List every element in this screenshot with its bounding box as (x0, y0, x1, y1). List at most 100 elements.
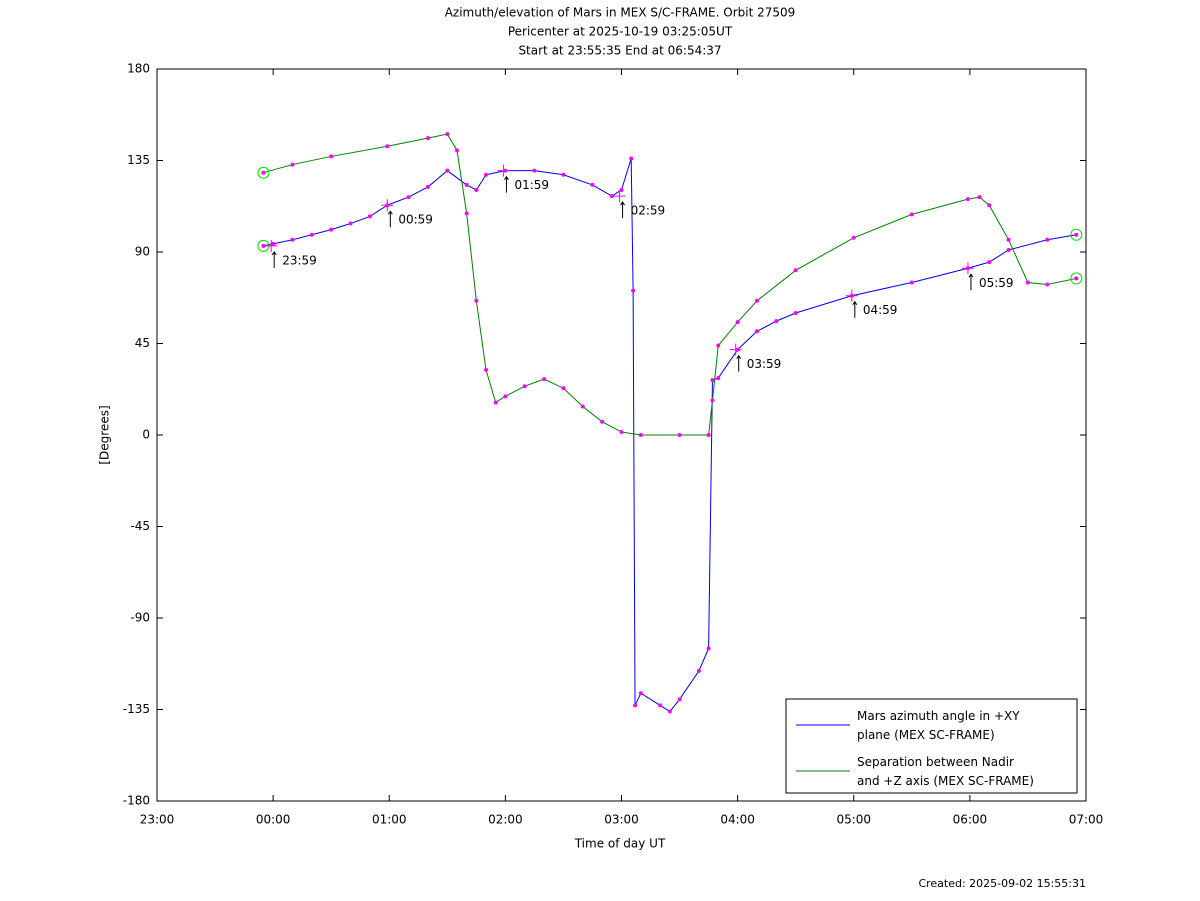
data-point (484, 367, 489, 372)
y-tick-label: -90 (130, 611, 150, 625)
data-point (445, 132, 450, 137)
data-point (710, 378, 715, 383)
annotation-marker (729, 343, 742, 356)
x-tick-label: 23:00 (140, 813, 175, 827)
legend-line: Separation between Nadir (857, 755, 1014, 769)
data-point (633, 703, 638, 708)
data-point (619, 187, 624, 192)
data-point (706, 646, 711, 651)
annotation-label: 02:59 (631, 204, 666, 218)
data-point (290, 162, 295, 167)
data-point (348, 221, 353, 226)
data-point (965, 197, 970, 202)
annotation-label: 23:59 (282, 253, 317, 267)
data-point (493, 400, 498, 405)
annotation-marker (845, 289, 858, 302)
data-point (309, 232, 314, 237)
series-line (263, 158, 1077, 713)
data-point (474, 298, 479, 303)
data-point (1006, 247, 1011, 252)
data-point (977, 195, 982, 200)
data-point (774, 319, 779, 324)
x-tick-label: 00:00 (256, 813, 291, 827)
data-point (561, 172, 566, 177)
data-point (851, 235, 856, 240)
x-tick-label: 06:00 (953, 813, 988, 827)
data-point (261, 170, 266, 175)
y-axis-label: [Degrees] (98, 405, 112, 464)
data-point (261, 243, 266, 248)
chart-title: Azimuth/elevation of Mars in MEX S/C-FRA… (445, 6, 796, 20)
data-point (1006, 237, 1011, 242)
annotation-arrow (387, 210, 393, 228)
data-point (793, 311, 798, 315)
data-point (503, 394, 508, 399)
annotation-arrow (620, 201, 625, 219)
data-point (464, 211, 469, 216)
y-tick-label: 135 (127, 153, 150, 167)
data-point (590, 182, 595, 187)
y-tick-label: 180 (127, 62, 150, 76)
data-point (385, 144, 390, 149)
legend: Mars azimuth angle in +XY plane (MEX SC-F… (785, 698, 1078, 794)
data-point (638, 691, 643, 696)
data-point (542, 377, 547, 382)
data-point (609, 194, 614, 199)
annotation-marker (961, 262, 974, 275)
legend-line: and +Z axis (MEX SC-FRAME) (857, 774, 1034, 788)
y-tick-label: 0 (142, 428, 150, 442)
data-point (677, 697, 682, 702)
annotation-marker (613, 190, 626, 203)
data-point (522, 384, 527, 389)
y-tick-label: 90 (135, 245, 150, 259)
data-point (696, 668, 701, 673)
endpoint-marker (1070, 228, 1083, 241)
annotation-label: 00:59 (398, 213, 433, 227)
data-point (484, 172, 489, 177)
annotation-arrow (852, 300, 858, 318)
data-point (464, 182, 469, 187)
data-point (367, 214, 372, 219)
x-tick-label: 02:00 (488, 813, 523, 827)
data-point (754, 298, 759, 303)
data-point (631, 288, 636, 293)
data-point (425, 184, 430, 189)
data-point (793, 268, 798, 273)
data-point (329, 154, 334, 159)
annotation-marker (265, 239, 278, 252)
annotation-arrow (504, 175, 509, 193)
legend-box (785, 698, 1078, 794)
data-point (1045, 237, 1050, 242)
data-point (1074, 232, 1079, 237)
data-point (638, 433, 643, 437)
data-point (454, 148, 459, 153)
data-point (425, 136, 430, 141)
x-axis-label: Time of day UT (574, 837, 666, 851)
footer: Created: 2025-09-02 15:55:31 (918, 877, 1086, 890)
data-point (716, 343, 721, 348)
data-point (329, 227, 334, 232)
data-point (532, 168, 537, 173)
endpoint-marker (257, 166, 270, 179)
chart-title: Pericenter at 2025-10-19 03:25:05UT (508, 25, 733, 39)
data-point (706, 433, 711, 437)
data-point (561, 386, 566, 391)
data-point (677, 433, 682, 437)
legend-line: plane (MEX SC-FRAME) (857, 728, 995, 742)
data-point (987, 260, 992, 265)
annotation-label: 04:59 (863, 303, 898, 317)
y-tick-label: -45 (130, 519, 150, 533)
data-point (290, 237, 295, 242)
data-point (658, 703, 663, 708)
x-tick-label: 04:00 (720, 813, 755, 827)
chart-title: Start at 23:55:35 End at 06:54:37 (518, 44, 721, 58)
endpoint-marker (1070, 272, 1083, 285)
annotation-label: 01:59 (514, 178, 549, 192)
annotation-arrow (736, 354, 742, 372)
data-point (987, 203, 992, 208)
legend-label: Separation between Nadir and +Z axis (MEX… (857, 755, 1034, 788)
legend-line: Mars azimuth angle in +XY (857, 709, 1020, 723)
data-point (406, 195, 411, 200)
data-point (716, 376, 721, 381)
